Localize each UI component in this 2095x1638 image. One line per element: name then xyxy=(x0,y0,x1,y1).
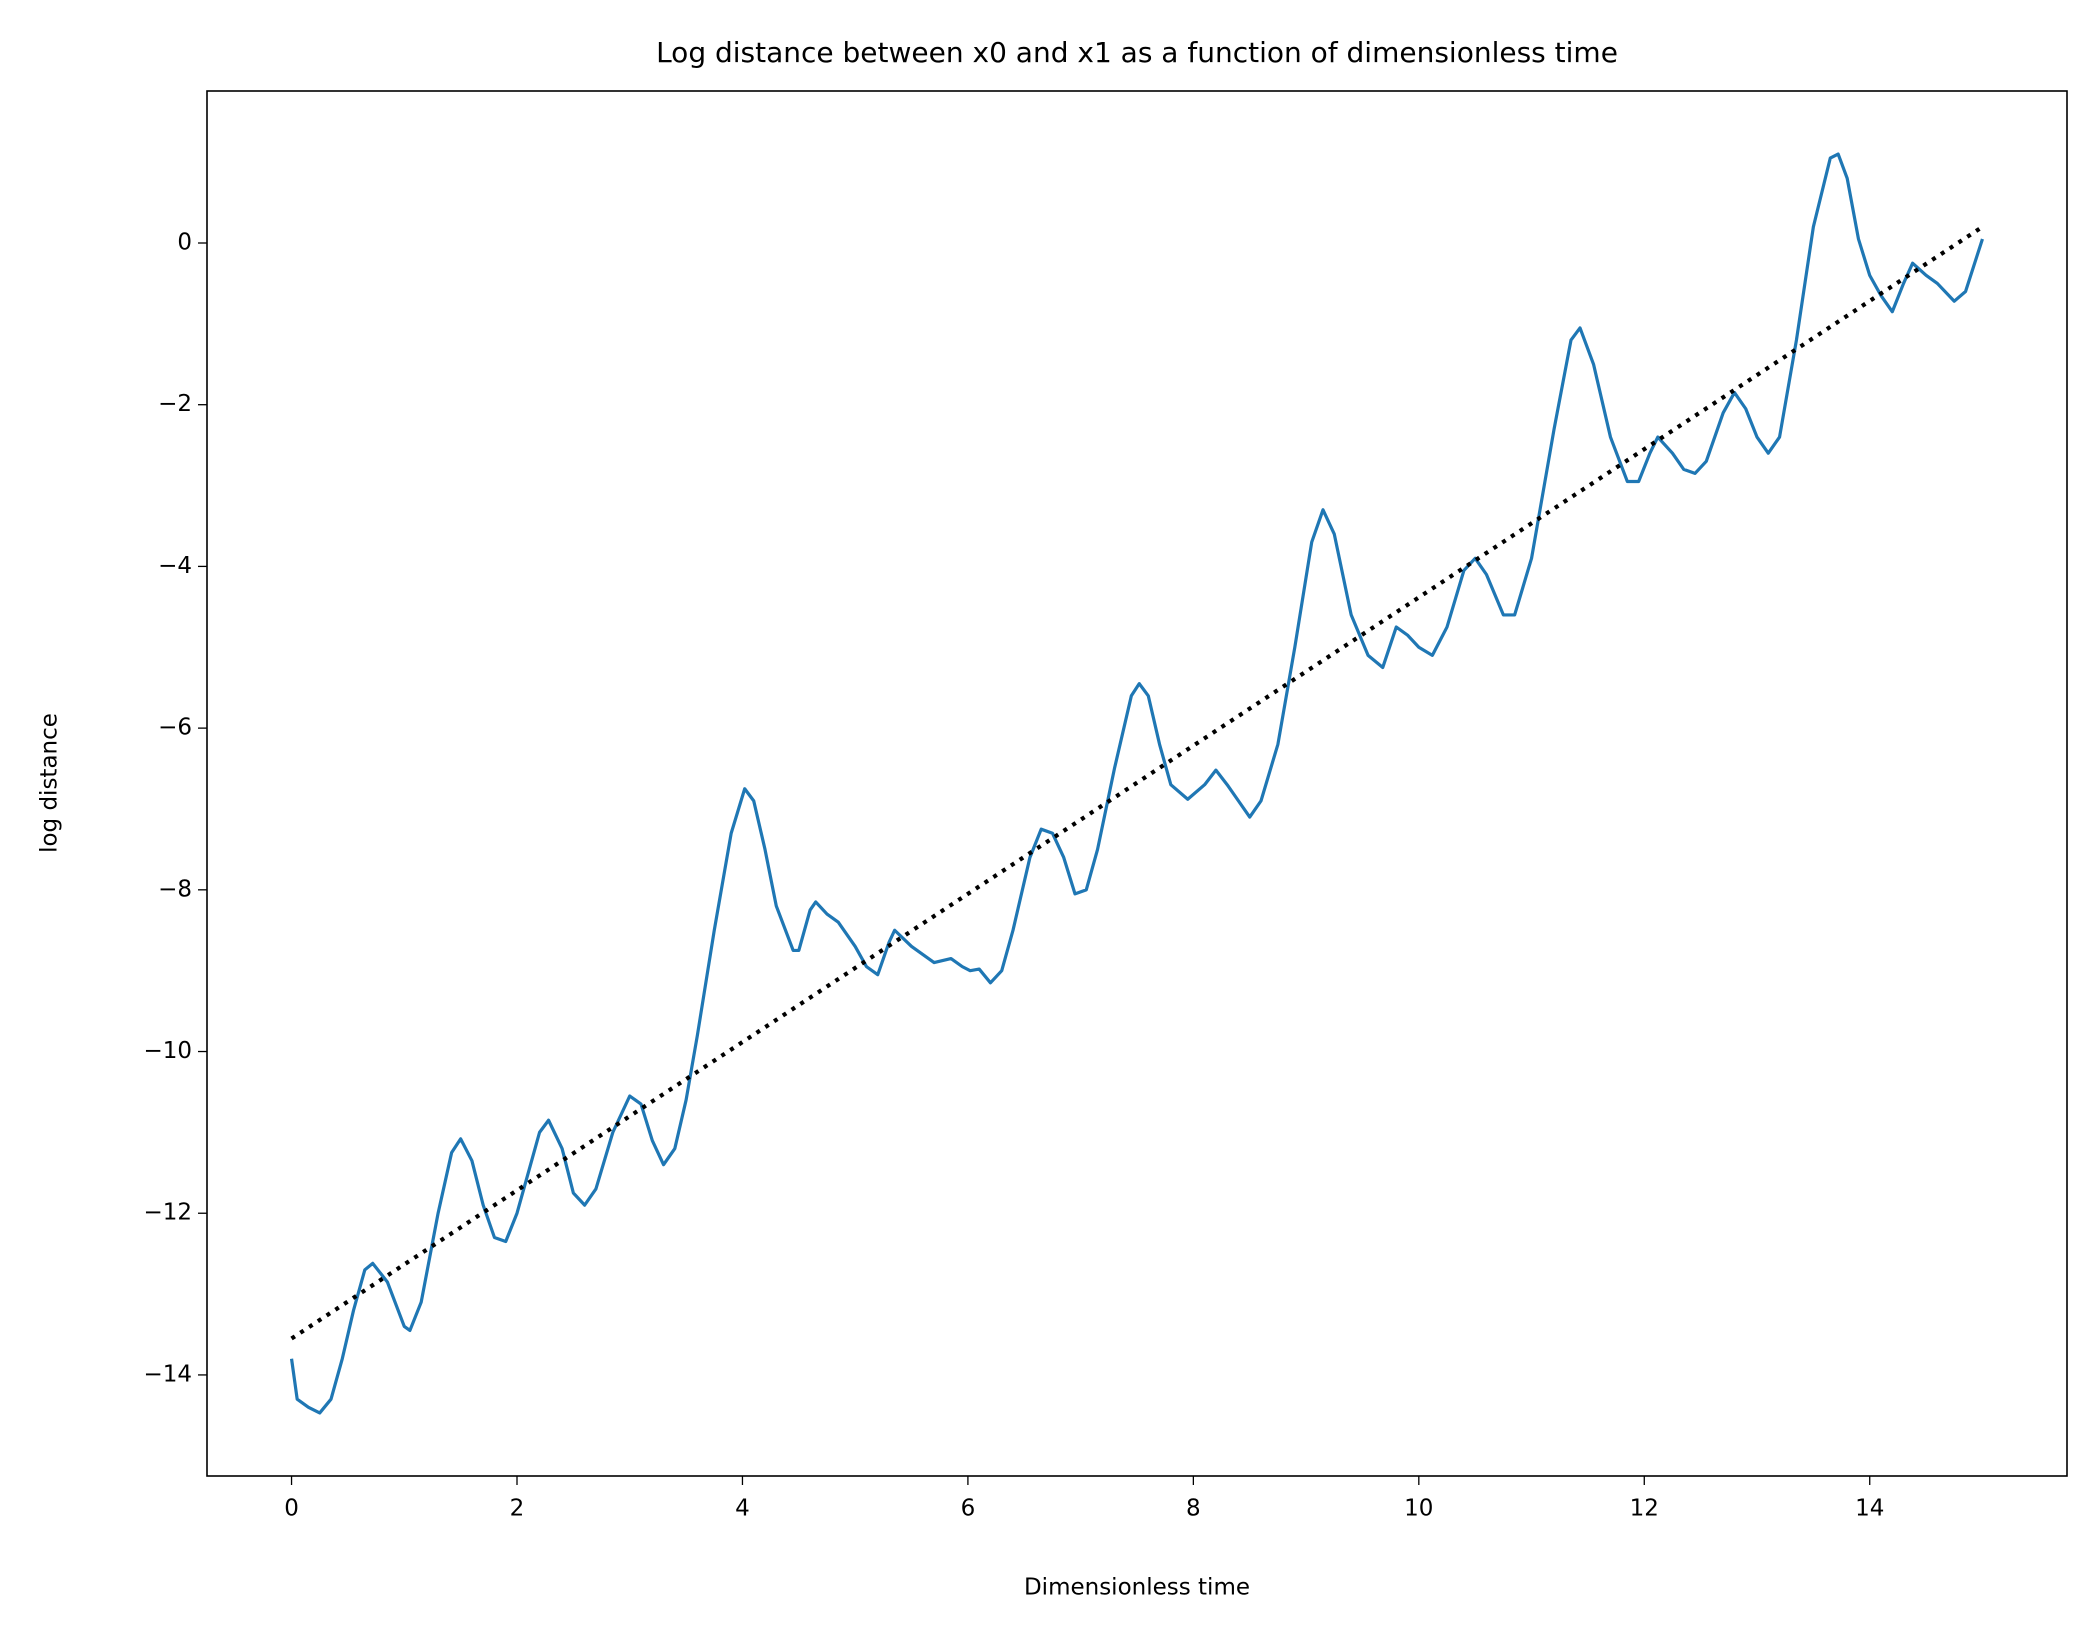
y-tick-label: −4 xyxy=(158,553,192,579)
y-tick-label: 0 xyxy=(177,230,192,256)
y-tick-label: −6 xyxy=(158,715,192,741)
x-tick-label: 4 xyxy=(735,1496,750,1522)
x-tick-label: 0 xyxy=(284,1496,299,1522)
y-tick-label: −10 xyxy=(143,1038,192,1064)
y-axis-label: log distance xyxy=(37,713,63,853)
chart-title: Log distance between x0 and x1 as a func… xyxy=(656,36,1618,69)
x-tick-label: 8 xyxy=(1186,1496,1201,1522)
data-line xyxy=(290,225,1984,1341)
x-axis-label: Dimensionless time xyxy=(1024,1575,1250,1601)
y-tick-label: −14 xyxy=(143,1361,192,1387)
y-tick-label: −12 xyxy=(143,1200,192,1226)
x-tick-label: 2 xyxy=(510,1496,525,1522)
x-tick-label: 14 xyxy=(1855,1496,1884,1522)
x-tick-label: 10 xyxy=(1404,1496,1433,1522)
plot-frame xyxy=(206,90,2068,1477)
y-tick-label: −8 xyxy=(158,876,192,902)
x-tick-label: 6 xyxy=(961,1496,976,1522)
data-line xyxy=(289,152,1984,1415)
x-tick-label: 12 xyxy=(1630,1496,1659,1522)
y-tick-label: −2 xyxy=(158,391,192,417)
